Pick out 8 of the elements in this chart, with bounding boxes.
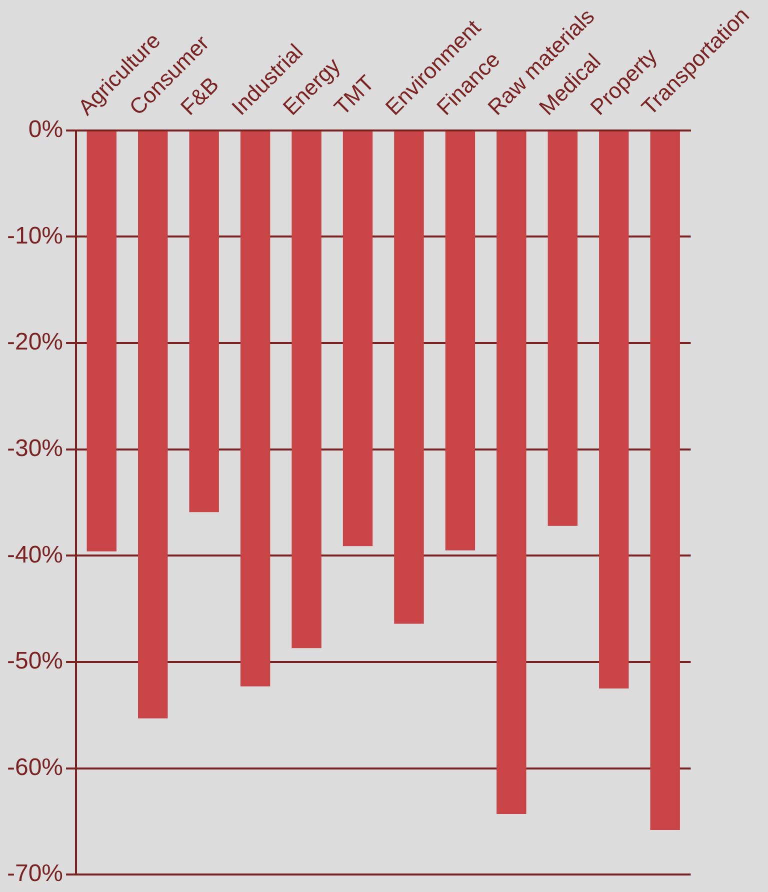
y-tick-label: -60%	[6, 754, 64, 781]
y-tick-label: -70%	[6, 860, 64, 888]
y-tick-label: -40%	[6, 541, 64, 568]
y-tick-label: -10%	[6, 222, 64, 250]
y-tick-label: -20%	[6, 328, 64, 356]
y-tick-label: -50%	[6, 648, 64, 675]
y-tick-label: -30%	[6, 434, 64, 462]
y-tick-label: 0%	[28, 116, 64, 144]
